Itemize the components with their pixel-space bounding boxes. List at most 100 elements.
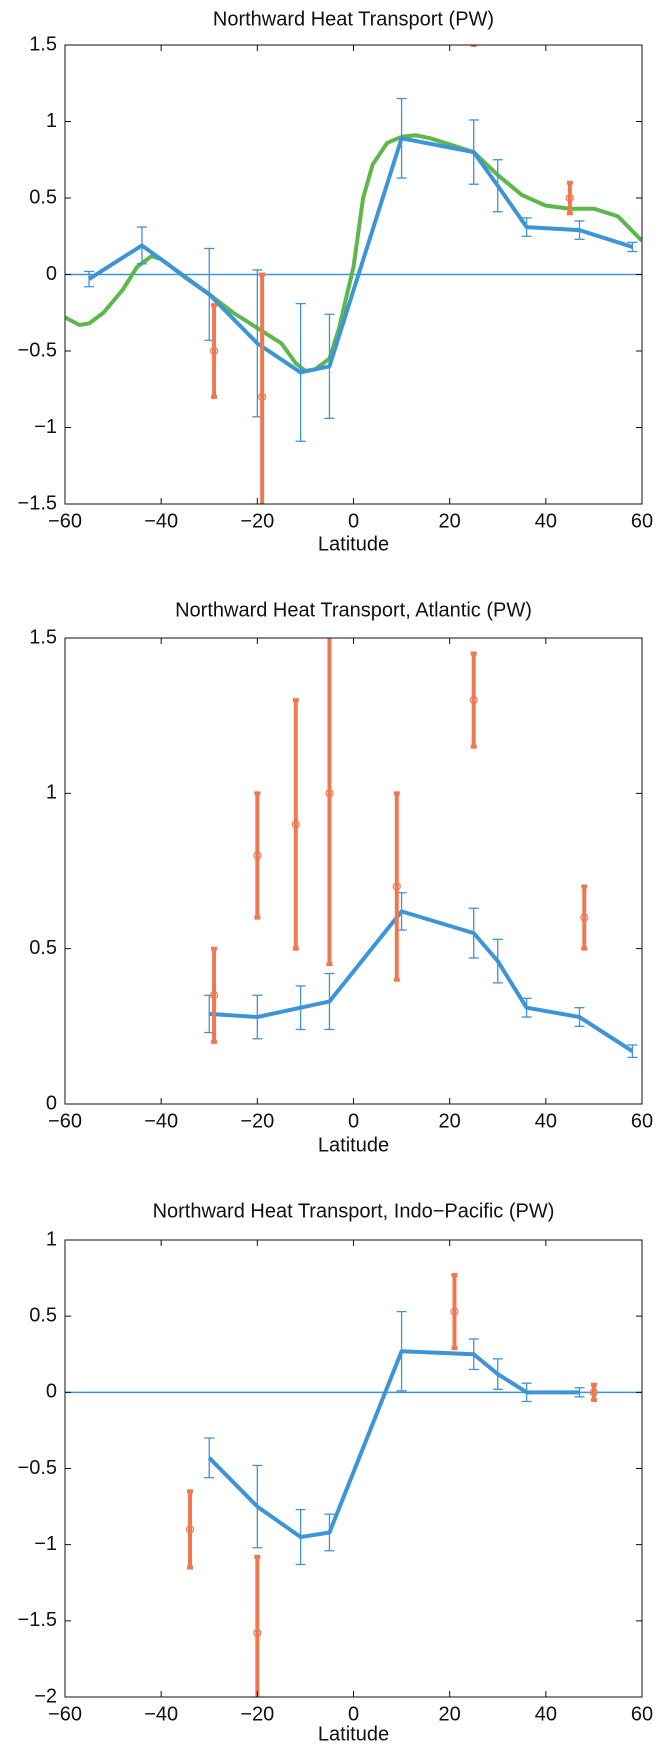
error-bar (84, 270, 95, 288)
x-tick-label: −20 (240, 510, 274, 532)
x-axis-label: Latitude (318, 533, 389, 555)
y-tick-label: 0 (46, 1092, 57, 1114)
data-point (325, 789, 334, 798)
data-point (589, 1388, 599, 1397)
data-point (580, 913, 589, 922)
y-tick-label: 0.5 (29, 186, 57, 208)
panel: Northward Heat Transport (PW) Latitude −60… (18, 8, 654, 555)
y-tick-label: −2 (34, 1685, 57, 1707)
error-bar (324, 1513, 335, 1552)
x-tick-label: −40 (144, 1703, 178, 1725)
y-tick-label: −0.5 (18, 1457, 57, 1479)
error-bar (396, 1310, 407, 1392)
y-tick-label: −0.5 (18, 339, 57, 361)
plot-area (65, 1273, 642, 1697)
data-point (209, 346, 219, 356)
x-tick-label: 60 (631, 1110, 653, 1132)
x-tick-label: 0 (348, 1110, 359, 1132)
x-tick-label: −60 (48, 1703, 82, 1725)
error-bar (324, 972, 335, 1031)
error-bar (136, 226, 147, 265)
x-tick-label: 40 (535, 510, 557, 532)
error-bar (295, 985, 306, 1031)
y-tick-label: −1.5 (18, 492, 57, 514)
data-line (207, 1349, 580, 1540)
data-line (65, 133, 642, 373)
error-bar (574, 220, 585, 240)
data-point (258, 392, 267, 401)
y-tick-label: 1 (46, 782, 57, 804)
y-tick-label: 0.5 (29, 1304, 57, 1326)
error-bar (254, 1554, 261, 1697)
error-bar (451, 1273, 458, 1351)
data-line (209, 909, 634, 1053)
plot-frame (64, 637, 643, 1105)
y-tick-label: 1.5 (29, 626, 57, 648)
data-point (253, 851, 262, 860)
error-bar (468, 907, 479, 959)
error-bar (468, 119, 479, 185)
error-bar (574, 1007, 585, 1027)
y-tick-label: −1 (34, 1533, 57, 1555)
error-bar (521, 217, 532, 237)
error-bar (396, 97, 407, 179)
error-bar (252, 994, 263, 1040)
data-point (291, 820, 300, 829)
error-bar (492, 938, 503, 984)
data-point (450, 1307, 459, 1316)
y-tick-label: 1 (46, 1228, 57, 1250)
error-bar (204, 1437, 215, 1479)
x-tick-label: 40 (535, 1703, 557, 1725)
y-tick-label: −1 (34, 416, 57, 438)
data-point (565, 193, 574, 203)
data-point (392, 882, 401, 891)
chart-title: Northward Heat Transport (PW) (213, 8, 494, 30)
x-tick-label: −20 (240, 1703, 274, 1725)
y-tick-label: −1.5 (18, 1609, 57, 1631)
error-bar (295, 302, 306, 442)
error-bar (574, 1387, 585, 1398)
error-bar (292, 698, 299, 951)
x-tick-label: 60 (631, 510, 653, 532)
x-tick-label: 0 (348, 1703, 359, 1725)
x-tick-label: −40 (144, 1110, 178, 1132)
error-bar (252, 1464, 263, 1549)
panel: Northward Heat Transport, Indo−Pacific (… (18, 1200, 654, 1745)
error-bar (492, 1358, 503, 1390)
error-bar (581, 884, 588, 951)
error-bar (259, 272, 266, 504)
error-bar (187, 1489, 194, 1570)
x-tick-label: −40 (144, 510, 178, 532)
error-bar (627, 1044, 638, 1059)
error-bar (254, 791, 261, 920)
y-tick-label: 0 (46, 1381, 57, 1403)
data-point (185, 1525, 195, 1534)
x-tick-label: 20 (439, 1703, 461, 1725)
error-bar (590, 1382, 597, 1402)
error-bar (470, 651, 477, 749)
x-tick-label: 20 (439, 1110, 461, 1132)
x-axis-label: Latitude (318, 1723, 389, 1745)
x-tick-label: −60 (48, 510, 82, 532)
x-tick-label: 60 (631, 1703, 653, 1725)
error-bar (326, 638, 333, 967)
x-tick-label: −20 (240, 1110, 274, 1132)
error-bar (468, 1338, 479, 1371)
plot-area (204, 638, 638, 1059)
error-bar (492, 159, 503, 213)
error-bar (324, 313, 335, 419)
plot-area (65, 45, 642, 504)
error-bar (393, 791, 400, 982)
error-bar (521, 1382, 532, 1403)
error-bar (521, 997, 532, 1018)
error-bar (295, 1508, 306, 1566)
y-tick-label: 1.5 (29, 33, 57, 55)
chart-title: Northward Heat Transport, Atlantic (PW) (175, 599, 532, 621)
x-tick-label: 40 (535, 1110, 557, 1132)
y-tick-label: 0 (46, 263, 57, 285)
x-tick-label: 20 (439, 510, 461, 532)
y-tick-label: 0.5 (29, 937, 57, 959)
error-bar (627, 241, 638, 253)
